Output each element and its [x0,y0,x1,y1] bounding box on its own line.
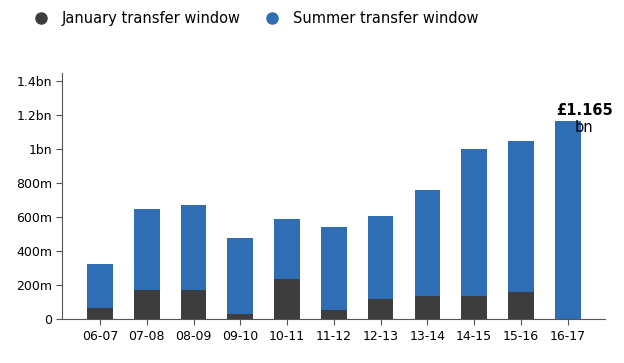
Bar [274,280,300,319]
Bar [414,190,441,297]
Text: £1.165: £1.165 [556,103,613,118]
Bar [461,149,487,297]
Bar [414,297,441,319]
Bar [87,309,113,319]
Bar [368,216,394,299]
Bar [555,121,580,319]
Bar [461,297,487,319]
Bar [274,219,300,280]
Bar [508,141,534,292]
Bar [134,209,160,290]
Legend: January transfer window, Summer transfer window: January transfer window, Summer transfer… [26,11,478,26]
Text: bn: bn [575,120,593,135]
Bar [508,292,534,319]
Bar [321,227,347,310]
Bar [368,299,394,319]
Bar [227,238,253,314]
Bar [321,310,347,319]
Bar [180,205,207,290]
Bar [134,290,160,319]
Bar [180,290,207,319]
Bar [87,264,113,309]
Bar [227,314,253,319]
